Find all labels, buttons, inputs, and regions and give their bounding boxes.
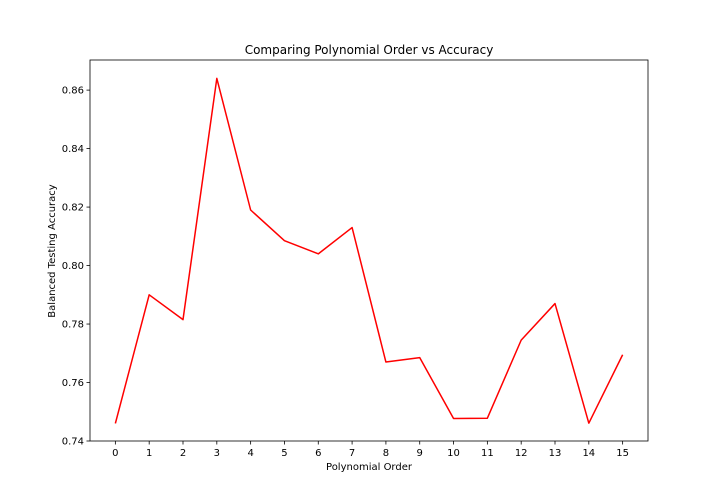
axes: 0 1 2 3 4 5 6 7 8 9 10 11 12 13 14 150.740.760.780.800.… bbox=[62, 59, 649, 459]
data-point bbox=[588, 422, 590, 424]
x-tick-label: 13 bbox=[549, 448, 562, 459]
x-tick-label: 12 bbox=[515, 448, 528, 459]
plot-area bbox=[114, 77, 624, 425]
x-tick-label: 9 bbox=[417, 448, 423, 459]
data-point bbox=[487, 417, 489, 419]
data-point bbox=[182, 319, 184, 321]
data-point bbox=[419, 357, 421, 359]
x-tick-label: 1 bbox=[146, 448, 152, 459]
data-point bbox=[351, 227, 353, 229]
x-tick-label: 14 bbox=[582, 448, 595, 459]
data-point bbox=[250, 209, 252, 211]
y-tick-label: 0.86 bbox=[62, 86, 84, 97]
y-tick-label: 0.74 bbox=[62, 437, 84, 448]
data-point bbox=[284, 240, 286, 242]
data-point bbox=[520, 339, 522, 341]
y-tick-label: 0.78 bbox=[62, 320, 84, 331]
data-point bbox=[453, 418, 455, 420]
data-point bbox=[554, 303, 556, 305]
y-tick-label: 0.82 bbox=[62, 203, 84, 214]
x-tick-label: 11 bbox=[481, 448, 494, 459]
x-tick-label: 7 bbox=[349, 448, 355, 459]
y-tick-label: 0.84 bbox=[62, 144, 84, 155]
x-tick-label: 10 bbox=[447, 448, 460, 459]
x-tick-label: 8 bbox=[383, 448, 389, 459]
data-point bbox=[216, 78, 218, 80]
data-point bbox=[148, 294, 150, 296]
x-tick-label: 15 bbox=[616, 448, 629, 459]
data-point bbox=[115, 423, 117, 425]
series-line-0 bbox=[114, 77, 624, 424]
x-tick-label: 3 bbox=[214, 448, 220, 459]
y-axis-title: Balanced Testing Accuracy bbox=[47, 184, 58, 317]
x-tick-label: 6 bbox=[315, 448, 321, 459]
data-point bbox=[385, 361, 387, 363]
chart-title: Comparing Polynomial Order vs Accuracy bbox=[245, 43, 494, 57]
x-tick-label: 0 bbox=[112, 448, 118, 459]
y-tick-label: 0.76 bbox=[62, 378, 84, 389]
x-tick-label: 4 bbox=[247, 448, 253, 459]
x-tick-label: 2 bbox=[180, 448, 186, 459]
data-point bbox=[622, 354, 624, 356]
data-point bbox=[318, 253, 320, 255]
plot-frame bbox=[89, 59, 649, 442]
x-axis-title: Polynomial Order bbox=[326, 462, 413, 473]
x-tick-label: 5 bbox=[281, 448, 287, 459]
y-tick-label: 0.80 bbox=[62, 261, 84, 272]
